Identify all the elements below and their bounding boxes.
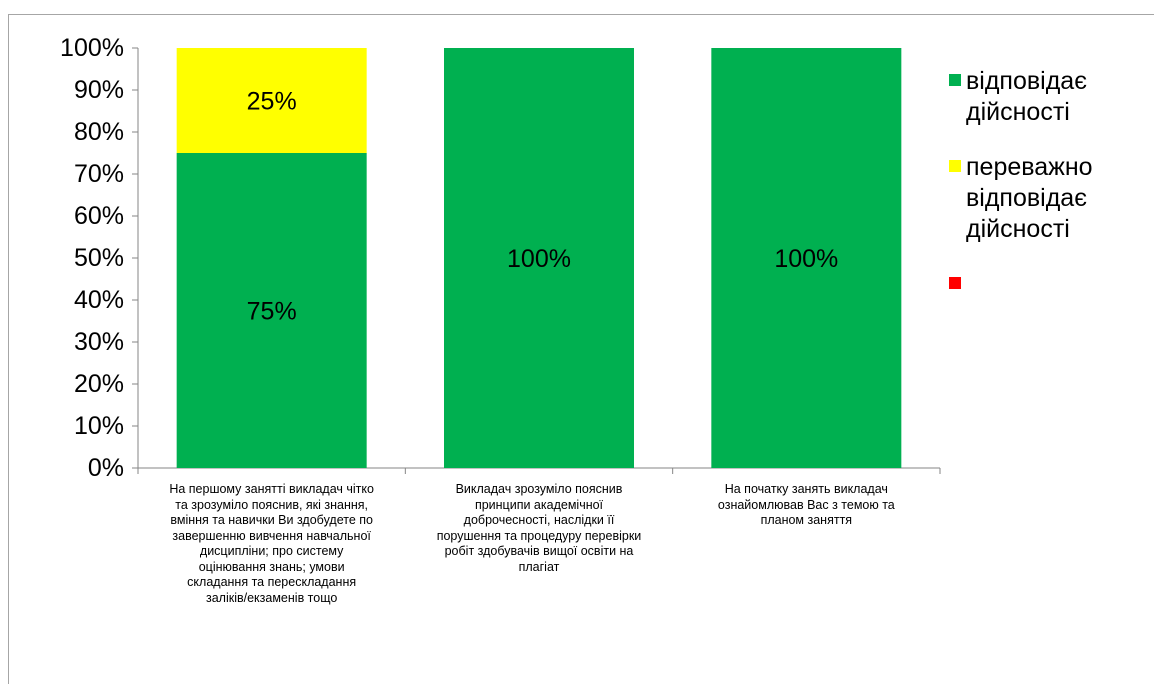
y-tick-label: 80% (74, 118, 124, 146)
category-label-line: доброчесності, наслідки її (463, 513, 615, 527)
bar-segment (711, 48, 902, 468)
y-tick-label: 60% (74, 202, 124, 230)
bar-segment (444, 48, 634, 468)
y-tick-label: 30% (74, 328, 124, 356)
legend-label-series-1: переважно відповідає дійсності (966, 153, 1093, 243)
category-label-line: завершенню вивчення навчальної (172, 528, 371, 543)
y-tick-label: 50% (74, 244, 124, 272)
category-label-line: дисципліни; про систему (199, 544, 344, 558)
bar-segment (176, 153, 367, 468)
legend-swatch-yellow (949, 160, 961, 172)
frame-left-border (8, 14, 9, 684)
category-label-line: На початку занять викладач (724, 482, 888, 496)
y-tick-label: 0% (88, 454, 124, 482)
legend-swatch-red (949, 277, 961, 289)
legend-item-series-1: переважно відповідає дійсності (946, 152, 1146, 245)
legend: відповідає дійсності переважно відповіда… (946, 66, 1146, 289)
y-tick-label: 100% (60, 34, 124, 62)
category-label: На першому занятті викладач чітко та зроз… (137, 482, 407, 606)
y-tick-label: 20% (74, 370, 124, 398)
category-label-line: Викладач зрозуміло пояснив (455, 482, 623, 496)
category-label-line: порушення та процедуру перевірки (436, 528, 642, 543)
category-label-line: складання та перескладання (187, 575, 357, 589)
category-label-line: заліків/екзаменів тощо (205, 590, 338, 605)
y-tick-label: 70% (74, 160, 124, 188)
category-label-line: та зрозуміло пояснив, які знання, (175, 497, 369, 512)
y-tick-label: 90% (74, 76, 124, 104)
category-label: На початку занять викладач ознайомлював В… (671, 482, 941, 529)
category-label-line: ознайомлював Вас з темою та (717, 497, 895, 512)
category-label-line: принципи академічної (474, 497, 604, 512)
y-tick-label: 10% (74, 412, 124, 440)
data-label: 25% (247, 88, 297, 116)
data-label: 100% (774, 245, 838, 273)
bar-segment (176, 48, 367, 153)
data-label: 75% (247, 298, 297, 326)
category-label-line: На першому занятті викладач чітко (169, 482, 374, 496)
data-label: 100% (507, 245, 571, 273)
legend-item-series-0: відповідає дійсності (946, 66, 1146, 128)
category-label-line: вміння та навички Ви здобудете по (170, 513, 373, 527)
category-label-line: плагіат (518, 559, 560, 574)
legend-label-series-0: відповідає дійсності (966, 67, 1087, 126)
frame-top-border (8, 14, 1154, 15)
category-label-line: планом заняття (760, 513, 853, 527)
y-tick-label: 40% (74, 286, 124, 314)
legend-swatch-green (949, 74, 961, 86)
category-label-line: робіт здобувачів вищої освіти на (444, 544, 634, 558)
category-label: Викладач зрозуміло пояснив принципи акаде… (404, 482, 674, 575)
category-label-line: оцінювання знань; умови (198, 559, 345, 574)
